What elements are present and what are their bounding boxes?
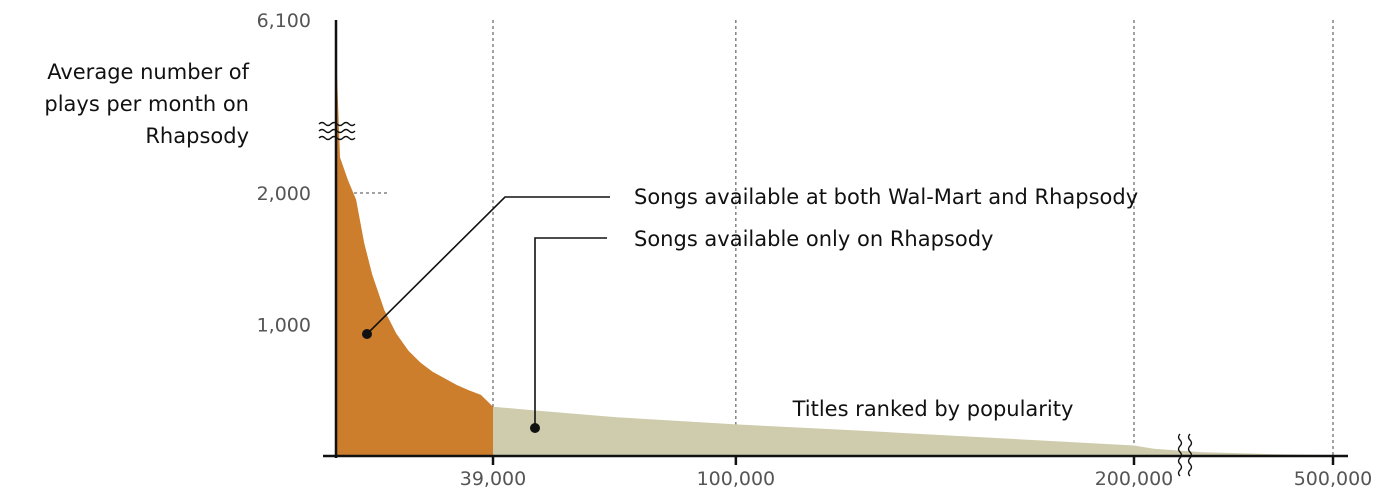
leader-dot-rhapsody	[530, 423, 540, 433]
legend-label-rhapsody-only: Songs available only on Rhapsody	[634, 227, 993, 251]
leader-line-both	[366, 196, 610, 335]
x-tick-label-0: 39,000	[460, 468, 526, 490]
leader-dot-both	[362, 329, 372, 339]
x-axis-label: Titles ranked by popularity	[792, 397, 1074, 421]
legend-label-both: Songs available at both Wal-Mart and Rha…	[634, 185, 1138, 209]
x-tick-label-1: 100,000	[697, 468, 776, 490]
y-tick-label-0: 1,000	[257, 315, 311, 337]
legend-layer: Songs available at both Wal-Mart and Rha…	[362, 185, 1138, 433]
x-tick-label-3: 500,000	[1294, 468, 1373, 490]
leader-line-rhapsody	[534, 237, 607, 428]
label-layer: Average number of plays per month on Rha…	[44, 60, 1073, 421]
axis-break-marks	[318, 121, 1193, 477]
area-series-1	[493, 406, 1333, 456]
area-series-0	[336, 47, 493, 456]
x-axis-break-icon	[1177, 433, 1193, 477]
y-tick-label-1: 2,000	[257, 183, 311, 205]
area-layer	[336, 47, 1333, 456]
tick-layer: 39,000 100,000 200,000 500,000 1,000 2,000 6,1…	[257, 10, 1373, 490]
x-tick-label-2: 200,000	[1095, 468, 1174, 490]
y-axis-label-line-1: Average number of	[47, 60, 249, 84]
grid-layer	[336, 20, 1334, 456]
y-axis-break-icon	[318, 121, 356, 141]
y-axis-label-line-2: plays per month on	[44, 92, 249, 116]
y-tick-label-2: 6,100	[257, 10, 311, 32]
y-axis-label-line-3: Rhapsody	[145, 124, 249, 148]
